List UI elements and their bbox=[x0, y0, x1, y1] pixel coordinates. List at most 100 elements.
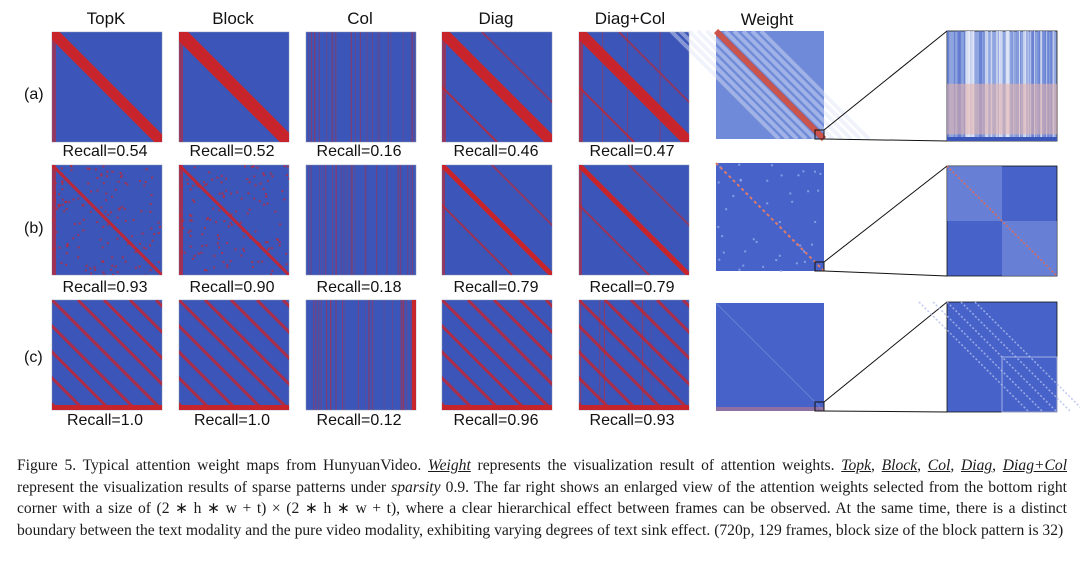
speckle bbox=[248, 208, 251, 211]
weight-speckle bbox=[802, 170, 805, 173]
speckle bbox=[65, 263, 68, 266]
recall-label: Recall=0.12 bbox=[316, 412, 402, 429]
diagonal-band bbox=[52, 32, 162, 142]
map-panel bbox=[178, 299, 290, 411]
speckle bbox=[285, 252, 288, 255]
diagonal-band bbox=[179, 165, 289, 275]
speckle bbox=[130, 235, 133, 238]
speckle bbox=[138, 265, 141, 268]
speckle bbox=[63, 210, 66, 213]
speckle bbox=[248, 181, 251, 184]
speckle bbox=[220, 181, 223, 184]
weight-speckle bbox=[766, 179, 769, 182]
diagonal-band bbox=[52, 300, 162, 410]
text-sink-column bbox=[442, 32, 446, 142]
speckle bbox=[262, 172, 265, 175]
weight-speckle bbox=[744, 250, 747, 253]
diagonal-band bbox=[179, 375, 213, 410]
speckle bbox=[141, 232, 144, 235]
speckle bbox=[278, 244, 281, 247]
weight-text-row bbox=[716, 407, 824, 411]
speckle bbox=[192, 257, 195, 260]
speckle bbox=[101, 260, 104, 263]
speckle bbox=[84, 269, 87, 272]
recall-label: Recall=0.93 bbox=[62, 279, 148, 296]
speckle bbox=[259, 182, 262, 185]
speckle bbox=[120, 174, 123, 177]
speckle bbox=[126, 183, 129, 186]
speckle bbox=[213, 266, 216, 269]
zoom-connector bbox=[823, 301, 948, 403]
speckle bbox=[64, 201, 67, 204]
speckle bbox=[65, 252, 68, 255]
diagonal-band bbox=[442, 300, 552, 410]
speckle bbox=[192, 199, 195, 202]
speckle bbox=[230, 213, 233, 216]
speckle bbox=[102, 225, 105, 228]
weight-band bbox=[696, 29, 808, 141]
speckle bbox=[100, 173, 103, 176]
speckle bbox=[157, 221, 160, 224]
diagonal-band bbox=[579, 165, 689, 275]
speckle bbox=[254, 230, 257, 233]
diagonal-band bbox=[579, 323, 665, 410]
recall-label: Recall=0.18 bbox=[316, 279, 402, 296]
speckle bbox=[268, 247, 271, 250]
diagonal-band bbox=[442, 375, 476, 410]
speckle bbox=[58, 246, 61, 249]
speckle bbox=[120, 175, 123, 178]
speckle bbox=[70, 169, 73, 172]
zoom-panel bbox=[823, 165, 1058, 277]
speckle bbox=[121, 256, 124, 259]
speckle bbox=[208, 171, 211, 174]
speckle bbox=[153, 233, 156, 236]
speckle bbox=[278, 240, 281, 243]
speckle bbox=[190, 219, 193, 222]
column-title-weight: Weight bbox=[740, 10, 794, 29]
speckle bbox=[157, 232, 160, 235]
diagonal-band bbox=[442, 323, 528, 410]
speckle bbox=[78, 222, 81, 225]
speckle bbox=[204, 184, 207, 187]
weight-speckle bbox=[799, 244, 802, 247]
speckle bbox=[218, 192, 221, 195]
speckle bbox=[201, 233, 204, 236]
map-panel bbox=[305, 31, 417, 143]
speckle bbox=[126, 242, 129, 245]
weight-panel bbox=[715, 162, 825, 273]
speckle bbox=[60, 180, 63, 183]
weight-band bbox=[669, 29, 781, 141]
weight-speckle bbox=[722, 251, 725, 254]
speckle bbox=[258, 242, 261, 245]
speckle bbox=[258, 200, 261, 203]
weight-speckle bbox=[811, 243, 814, 246]
speckle bbox=[87, 182, 90, 185]
speckle bbox=[70, 165, 73, 168]
text-sink-column bbox=[179, 165, 183, 275]
speckle bbox=[206, 218, 209, 221]
weight-speckle bbox=[738, 268, 741, 271]
speckle bbox=[203, 227, 206, 230]
diagonal-band bbox=[442, 85, 498, 142]
speckle bbox=[235, 210, 238, 213]
weight-speckle bbox=[755, 240, 758, 243]
diagonal-band bbox=[102, 300, 162, 361]
weight-speckle bbox=[778, 221, 781, 224]
zoom-selection-box bbox=[814, 129, 825, 140]
speckle bbox=[216, 242, 219, 245]
speckle bbox=[55, 231, 58, 234]
speckle bbox=[94, 269, 97, 272]
speckle bbox=[55, 207, 58, 210]
speckle bbox=[145, 168, 148, 171]
speckle bbox=[117, 208, 120, 211]
speckle bbox=[269, 172, 272, 175]
speckle bbox=[138, 180, 141, 183]
speckle bbox=[149, 202, 152, 205]
text-sink-column bbox=[179, 32, 183, 142]
weight-speckle bbox=[725, 208, 728, 211]
speckle bbox=[96, 176, 99, 179]
diagonal-band bbox=[442, 203, 513, 275]
weight-band bbox=[687, 29, 799, 141]
speckle bbox=[243, 249, 246, 252]
speckle bbox=[285, 263, 288, 266]
